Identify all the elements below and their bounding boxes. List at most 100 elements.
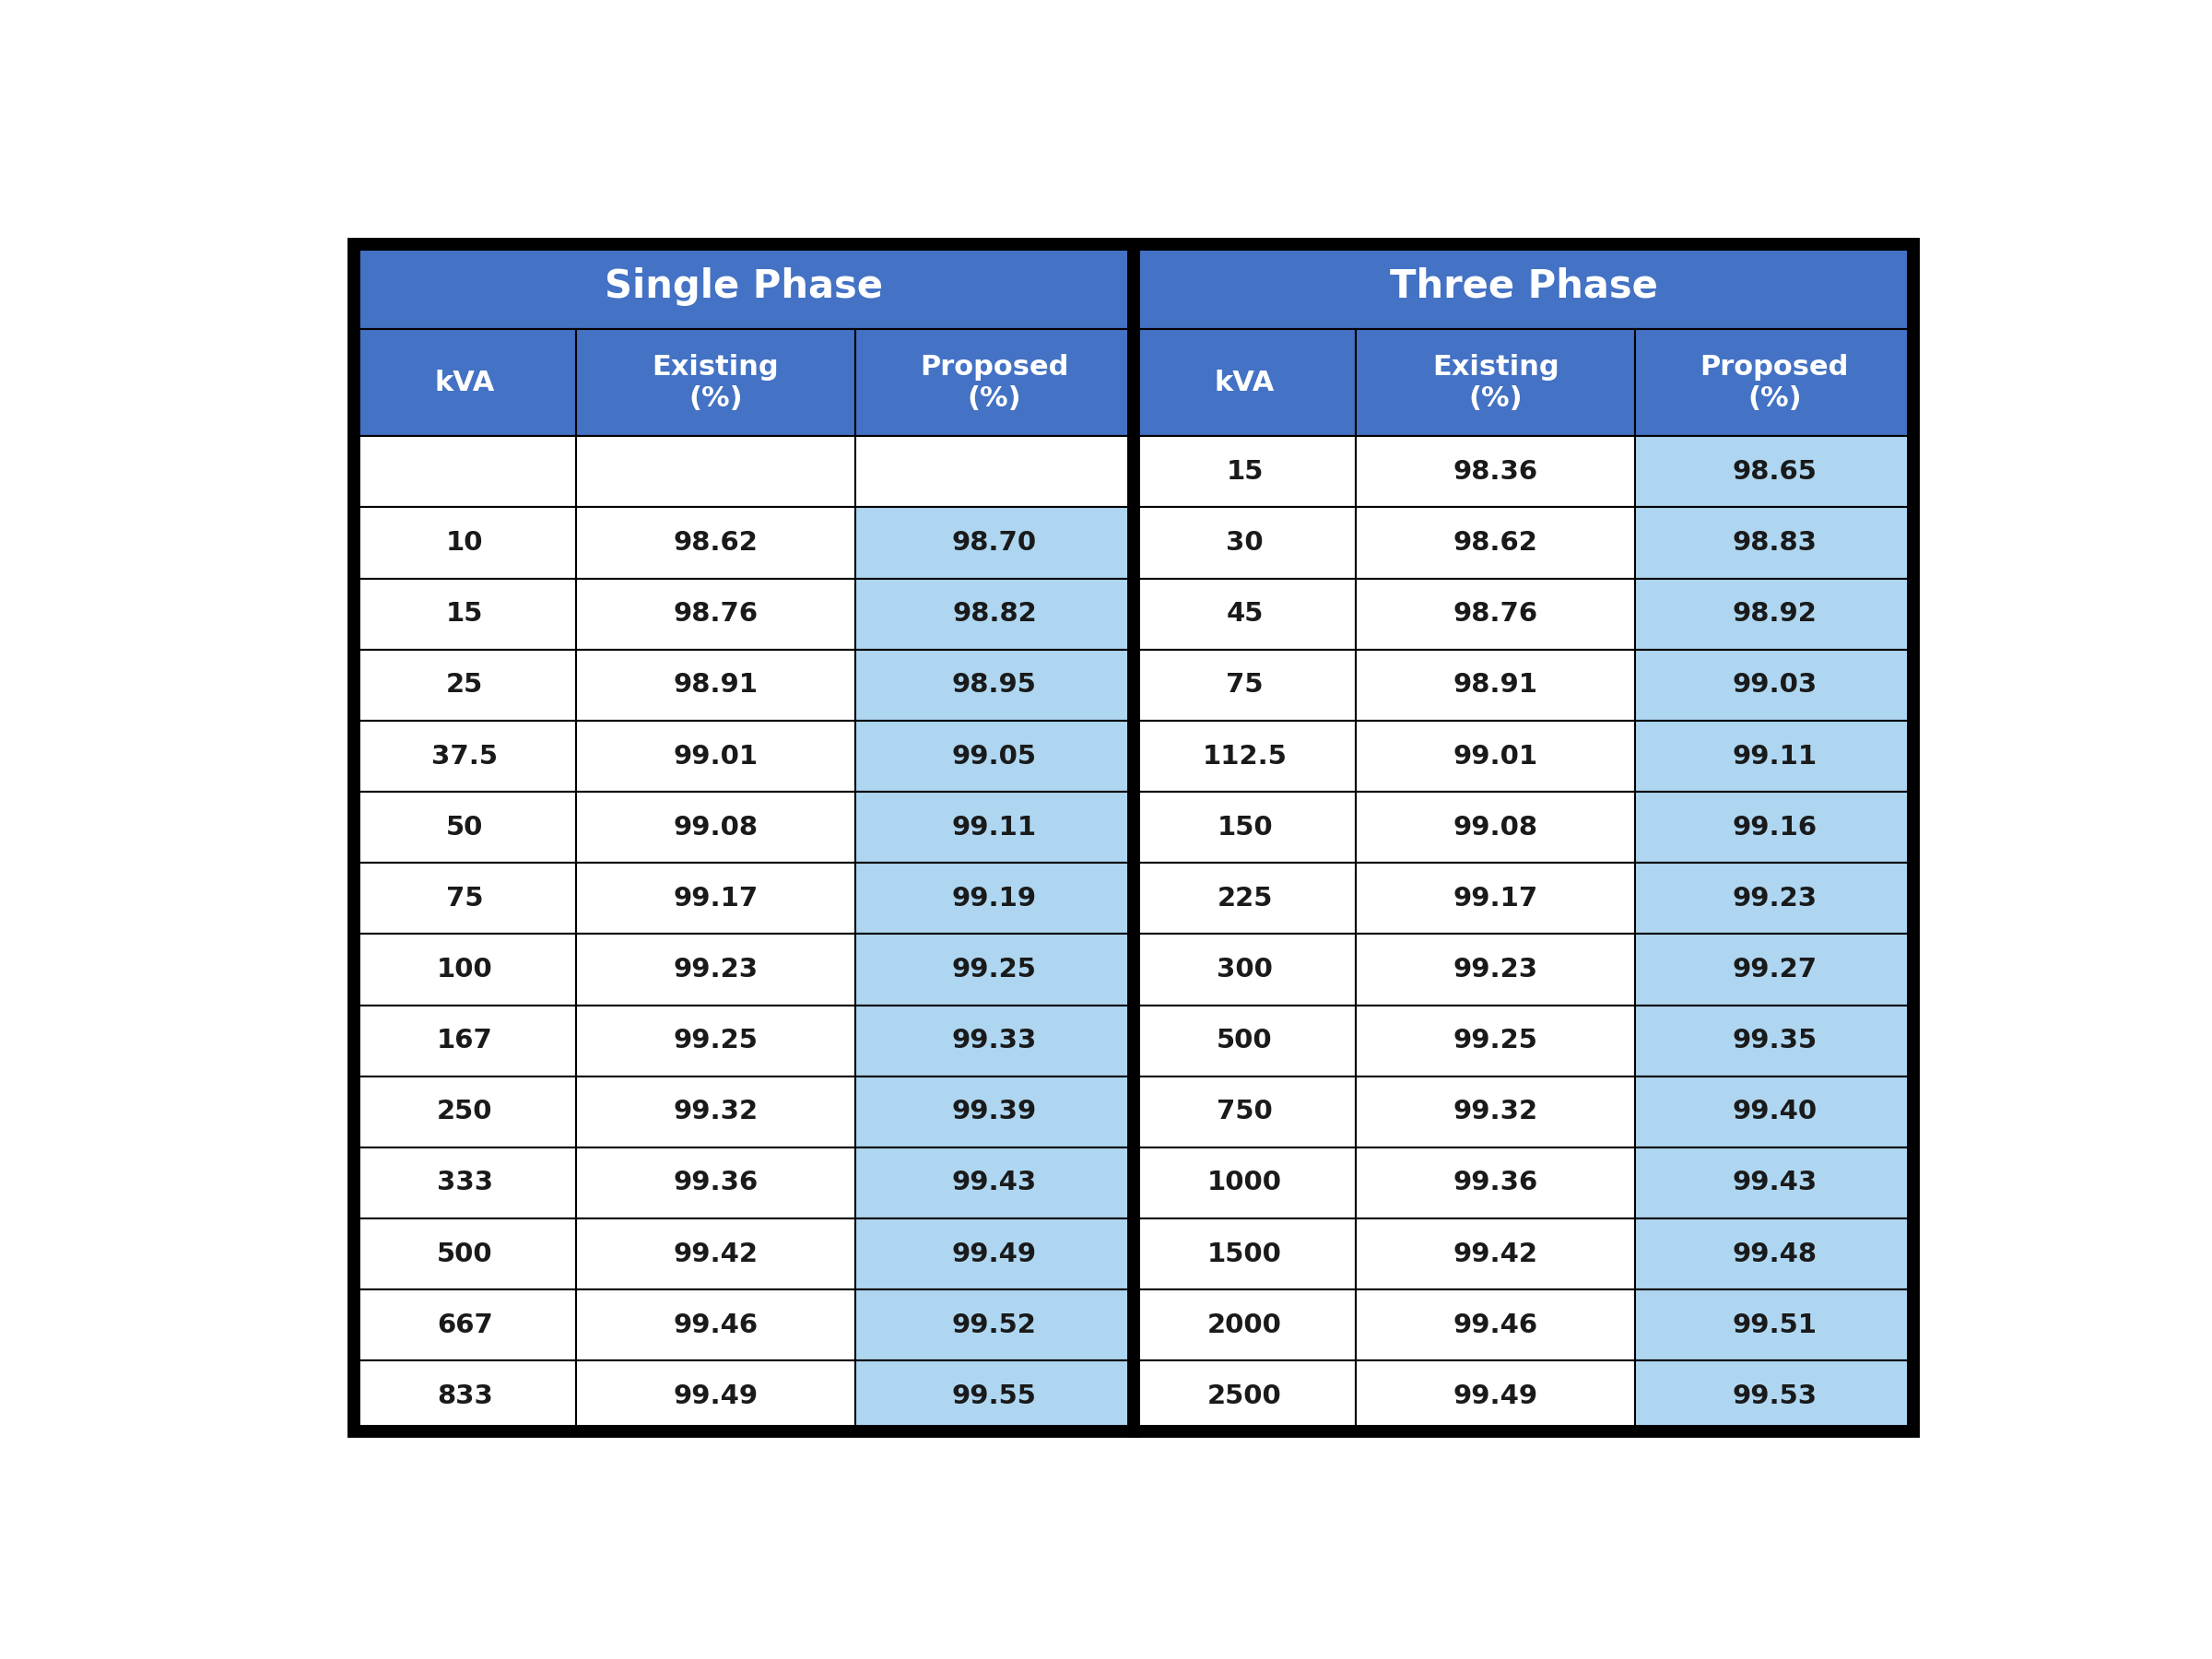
Text: 99.25: 99.25 bbox=[672, 1029, 759, 1053]
Bar bbox=[1135, 330, 1356, 436]
Bar bbox=[1135, 863, 1356, 934]
Bar bbox=[1356, 1148, 1635, 1218]
Bar bbox=[1635, 508, 1913, 579]
Text: 250: 250 bbox=[438, 1098, 493, 1125]
Bar bbox=[1635, 934, 1913, 1005]
Bar bbox=[1135, 244, 1913, 330]
Text: 99.01: 99.01 bbox=[672, 743, 759, 770]
Text: 99.46: 99.46 bbox=[672, 1312, 759, 1339]
Bar bbox=[1356, 1289, 1635, 1360]
Text: 99.53: 99.53 bbox=[1732, 1384, 1816, 1408]
Text: 500: 500 bbox=[1217, 1029, 1272, 1053]
Bar bbox=[1356, 650, 1635, 720]
Text: 15: 15 bbox=[447, 601, 484, 627]
Text: 98.91: 98.91 bbox=[672, 672, 759, 698]
Bar bbox=[1356, 330, 1635, 436]
Bar bbox=[354, 579, 575, 650]
Text: kVA: kVA bbox=[1214, 370, 1274, 397]
Text: 98.91: 98.91 bbox=[1453, 672, 1537, 698]
Bar bbox=[856, 436, 1133, 508]
Text: 98.82: 98.82 bbox=[951, 601, 1037, 627]
Bar bbox=[1635, 1289, 1913, 1360]
Text: 10: 10 bbox=[447, 529, 484, 556]
Bar bbox=[1635, 1218, 1913, 1289]
Bar bbox=[1135, 1289, 1356, 1360]
Text: Proposed
(%): Proposed (%) bbox=[920, 353, 1068, 411]
Bar bbox=[575, 934, 856, 1005]
Bar bbox=[1356, 1218, 1635, 1289]
Bar bbox=[856, 934, 1133, 1005]
Bar bbox=[354, 934, 575, 1005]
Text: 99.25: 99.25 bbox=[951, 957, 1037, 982]
Bar bbox=[856, 330, 1133, 436]
Bar bbox=[354, 720, 575, 791]
Bar bbox=[575, 650, 856, 720]
Text: 99.23: 99.23 bbox=[1732, 886, 1816, 911]
Bar bbox=[856, 863, 1133, 934]
Text: 500: 500 bbox=[436, 1241, 493, 1267]
Bar bbox=[1356, 863, 1635, 934]
Bar bbox=[354, 436, 575, 508]
Text: 45: 45 bbox=[1225, 601, 1263, 627]
Text: 99.43: 99.43 bbox=[951, 1170, 1037, 1196]
Bar bbox=[1635, 1360, 1913, 1432]
Text: 99.01: 99.01 bbox=[1453, 743, 1537, 770]
Bar bbox=[1356, 1360, 1635, 1432]
Bar bbox=[575, 1360, 856, 1432]
Bar bbox=[575, 579, 856, 650]
Bar bbox=[354, 863, 575, 934]
Bar bbox=[1635, 863, 1913, 934]
Bar bbox=[856, 1289, 1133, 1360]
Text: 98.65: 98.65 bbox=[1732, 460, 1816, 484]
Bar bbox=[354, 1005, 575, 1077]
Text: 99.39: 99.39 bbox=[951, 1098, 1037, 1125]
Bar bbox=[1635, 436, 1913, 508]
Text: 750: 750 bbox=[1217, 1098, 1272, 1125]
Bar bbox=[856, 1077, 1133, 1148]
Bar bbox=[856, 791, 1133, 863]
Text: 99.27: 99.27 bbox=[1732, 957, 1816, 982]
Text: 99.17: 99.17 bbox=[672, 886, 759, 911]
Bar bbox=[354, 1360, 575, 1432]
Bar bbox=[1356, 1005, 1635, 1077]
Bar bbox=[354, 791, 575, 863]
Text: 99.51: 99.51 bbox=[1732, 1312, 1816, 1339]
Bar bbox=[1635, 1077, 1913, 1148]
Bar bbox=[354, 244, 1135, 330]
Bar bbox=[354, 1148, 575, 1218]
Text: 99.49: 99.49 bbox=[951, 1241, 1037, 1267]
Bar bbox=[575, 330, 856, 436]
Text: 99.42: 99.42 bbox=[1453, 1241, 1537, 1267]
Text: 99.08: 99.08 bbox=[672, 815, 759, 839]
Bar bbox=[575, 1077, 856, 1148]
Bar bbox=[575, 1289, 856, 1360]
Text: 833: 833 bbox=[436, 1384, 493, 1408]
Bar bbox=[1135, 1360, 1356, 1432]
Bar bbox=[1635, 1005, 1913, 1077]
Text: 1000: 1000 bbox=[1208, 1170, 1283, 1196]
Text: Proposed
(%): Proposed (%) bbox=[1701, 353, 1849, 411]
Bar bbox=[856, 1005, 1133, 1077]
Text: 75: 75 bbox=[447, 886, 484, 911]
Bar bbox=[1135, 1218, 1356, 1289]
Text: 225: 225 bbox=[1217, 886, 1272, 911]
Text: kVA: kVA bbox=[436, 370, 495, 397]
Text: 15: 15 bbox=[1225, 460, 1263, 484]
Text: 25: 25 bbox=[447, 672, 484, 698]
Text: 99.32: 99.32 bbox=[1453, 1098, 1537, 1125]
Bar bbox=[1356, 720, 1635, 791]
Bar bbox=[354, 330, 575, 436]
Text: 2500: 2500 bbox=[1208, 1384, 1283, 1408]
Text: 75: 75 bbox=[1225, 672, 1263, 698]
Bar bbox=[575, 436, 856, 508]
Bar bbox=[856, 1218, 1133, 1289]
Bar bbox=[575, 1148, 856, 1218]
Text: 99.19: 99.19 bbox=[951, 886, 1037, 911]
Text: 98.95: 98.95 bbox=[951, 672, 1037, 698]
Bar bbox=[575, 1005, 856, 1077]
Bar bbox=[354, 508, 575, 579]
Bar bbox=[1635, 720, 1913, 791]
Bar bbox=[1356, 791, 1635, 863]
Text: 99.05: 99.05 bbox=[951, 743, 1037, 770]
Text: 99.11: 99.11 bbox=[1732, 743, 1816, 770]
